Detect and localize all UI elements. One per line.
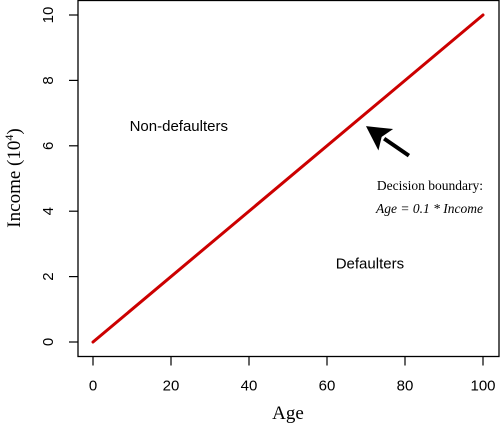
x-tick-label: 20 (163, 378, 180, 395)
x-tick-label: 100 (470, 378, 495, 395)
region-label-defaulters: Defaulters (336, 256, 404, 273)
series-layer (91, 13, 485, 344)
y-axis-title-exponent: 4 (2, 135, 16, 141)
y-tick-label: 0 (40, 338, 57, 346)
y-axis-title-main: Income (10 (4, 141, 25, 228)
y-axis-ticks: 0 2 4 6 8 10 (40, 7, 78, 346)
y-tick-label: 8 (40, 76, 57, 84)
x-tick-label: 40 (241, 378, 258, 395)
decision-boundary-line (91, 13, 485, 344)
arrow-shaft (383, 136, 411, 158)
x-tick-label: 0 (89, 378, 97, 395)
arrow-head (366, 126, 394, 151)
annotation-arrow (366, 126, 411, 158)
y-tick-label: 10 (40, 7, 57, 24)
y-tick-label: 4 (40, 207, 57, 215)
y-axis-title-close: ) (4, 128, 25, 134)
x-axis-title: Age (272, 403, 304, 424)
plot-frame (77, 0, 500, 358)
y-tick-label: 2 (40, 272, 57, 280)
region-label-non-defaulters: Non-defaulters (130, 118, 228, 135)
y-tick-label: 6 (40, 142, 57, 150)
boundary-annotation-title: Decision boundary: (377, 178, 483, 193)
y-axis-title: Income (104) (2, 128, 25, 227)
boundary-annotation-formula: Age = 0.1 * Income (375, 201, 483, 216)
x-tick-label: 60 (319, 378, 336, 395)
x-axis-ticks: 0 20 40 60 80 100 (89, 356, 496, 395)
x-tick-label: 80 (397, 378, 414, 395)
